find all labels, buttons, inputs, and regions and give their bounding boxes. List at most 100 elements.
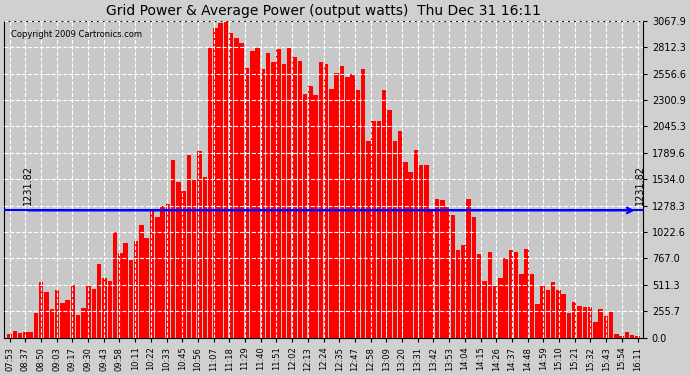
Bar [192, 180, 197, 338]
Bar [329, 89, 334, 338]
Bar [387, 110, 392, 338]
Bar [546, 290, 550, 338]
Bar [70, 285, 75, 338]
Bar [435, 200, 440, 338]
Bar [266, 53, 270, 338]
Bar [593, 322, 598, 338]
Bar [218, 22, 223, 338]
Bar [620, 336, 624, 338]
Bar [339, 66, 344, 338]
Bar [293, 57, 297, 338]
Bar [429, 210, 434, 338]
Bar [128, 260, 133, 338]
Bar [208, 48, 213, 338]
Bar [160, 206, 165, 338]
Bar [524, 249, 529, 338]
Bar [108, 281, 112, 338]
Bar [102, 278, 107, 338]
Bar [245, 68, 249, 338]
Bar [578, 306, 582, 338]
Bar [604, 316, 608, 338]
Bar [12, 331, 17, 338]
Bar [176, 182, 181, 338]
Bar [139, 225, 144, 338]
Bar [598, 309, 603, 338]
Bar [624, 332, 629, 338]
Bar [239, 43, 244, 338]
Bar [419, 165, 424, 338]
Bar [81, 308, 86, 338]
Bar [445, 207, 450, 338]
Bar [234, 38, 239, 338]
Bar [398, 131, 402, 338]
Bar [482, 281, 486, 338]
Bar [355, 90, 360, 338]
Bar [530, 274, 534, 338]
Bar [572, 302, 576, 338]
Bar [23, 332, 28, 338]
Bar [440, 200, 444, 338]
Bar [477, 255, 482, 338]
Bar [514, 252, 518, 338]
Bar [609, 312, 613, 338]
Bar [187, 155, 191, 338]
Bar [97, 264, 101, 338]
Bar [319, 62, 323, 338]
Bar [503, 258, 508, 338]
Bar [76, 315, 80, 338]
Bar [324, 64, 328, 338]
Bar [377, 121, 381, 338]
Bar [8, 334, 12, 338]
Bar [44, 292, 49, 338]
Bar [461, 245, 466, 338]
Bar [535, 304, 540, 338]
Bar [540, 286, 545, 338]
Bar [86, 286, 91, 338]
Bar [313, 95, 318, 338]
Bar [229, 33, 233, 338]
Bar [134, 241, 139, 338]
Bar [413, 150, 418, 338]
Bar [144, 238, 149, 338]
Bar [250, 51, 255, 338]
Bar [28, 332, 33, 338]
Bar [55, 290, 59, 338]
Bar [297, 62, 302, 338]
Bar [509, 250, 513, 338]
Bar [118, 253, 123, 338]
Bar [271, 62, 275, 338]
Text: 1231.82: 1231.82 [635, 165, 645, 205]
Bar [361, 69, 365, 338]
Bar [335, 73, 339, 338]
Bar [371, 121, 376, 338]
Bar [614, 334, 619, 338]
Bar [630, 335, 635, 338]
Bar [588, 308, 592, 338]
Bar [224, 21, 228, 338]
Bar [166, 204, 170, 338]
Bar [50, 309, 54, 338]
Bar [261, 69, 265, 338]
Bar [451, 215, 455, 338]
Bar [403, 162, 408, 338]
Bar [213, 28, 217, 338]
Bar [303, 94, 307, 338]
Bar [456, 250, 460, 338]
Bar [282, 64, 286, 338]
Title: Grid Power & Average Power (output watts)  Thu Dec 31 16:11: Grid Power & Average Power (output watts… [106, 4, 541, 18]
Bar [255, 48, 260, 338]
Bar [203, 177, 207, 338]
Bar [519, 274, 524, 338]
Bar [171, 159, 175, 338]
Bar [60, 303, 65, 338]
Bar [150, 209, 155, 338]
Bar [66, 300, 70, 338]
Bar [472, 217, 476, 338]
Bar [181, 191, 186, 338]
Bar [393, 141, 397, 338]
Bar [498, 278, 502, 338]
Bar [582, 307, 587, 338]
Bar [551, 282, 555, 338]
Bar [113, 232, 117, 338]
Text: 1231.82: 1231.82 [23, 165, 33, 205]
